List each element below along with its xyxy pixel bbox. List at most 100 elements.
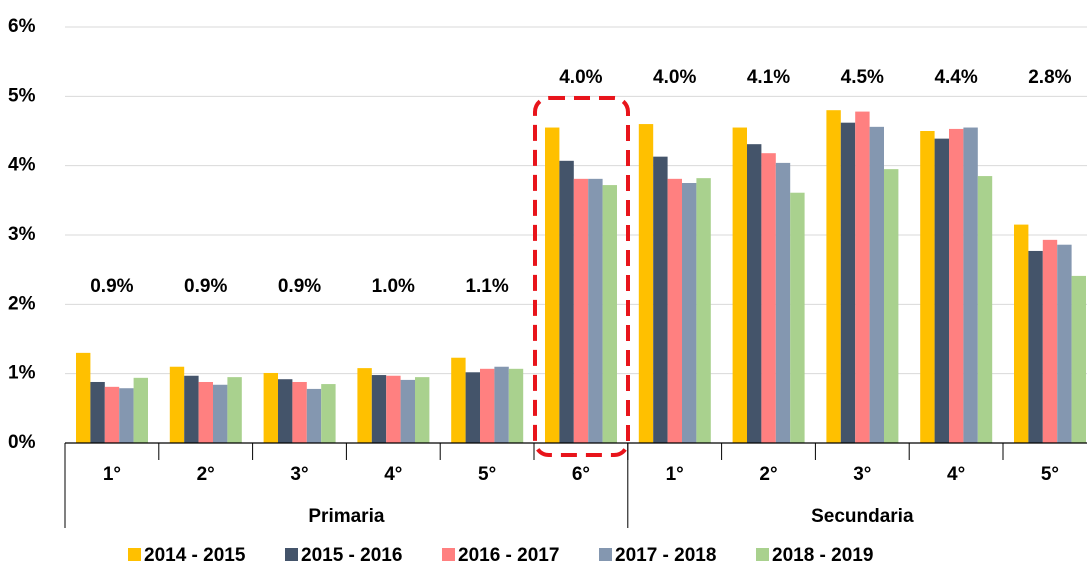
bar (198, 381, 213, 443)
bar (263, 372, 278, 443)
y-tick-label: 1% (8, 363, 36, 384)
bar (667, 178, 682, 443)
bar (1014, 224, 1029, 443)
data-annotation: 1.1% (465, 276, 508, 297)
data-annotation: 4.5% (841, 67, 884, 88)
bar (213, 384, 228, 443)
bar (1028, 250, 1043, 443)
data-annotation: 0.9% (184, 276, 227, 297)
data-annotation: 4.1% (747, 67, 790, 88)
bar (559, 160, 574, 443)
bar (588, 178, 603, 443)
bar (480, 368, 495, 443)
bar (682, 183, 697, 443)
data-annotation: 4.0% (653, 67, 696, 88)
bar (169, 366, 185, 443)
data-annotation: 1.0% (372, 276, 415, 297)
bar (1042, 239, 1058, 443)
bar (826, 110, 841, 443)
legend-label: 2018 - 2019 (772, 545, 873, 566)
x-tick-label: 4° (947, 464, 965, 485)
labels: 0% 1% 2% 3% 4% 5% 6% 1° 0.9% 2° 0.9% 3° 0.9% 4° 1.0% 5°… (8, 16, 1087, 566)
y-tick-label: 5% (8, 85, 36, 106)
bar (465, 372, 480, 443)
legend-label: 2017 - 2018 (615, 545, 716, 566)
bar (508, 368, 524, 443)
bar (545, 127, 560, 444)
x-tick-label: 1° (103, 464, 121, 485)
bar (747, 144, 762, 443)
legend-swatch (599, 548, 612, 561)
x-tick-label: 2° (759, 464, 777, 485)
bar (104, 386, 120, 443)
legend-swatch (442, 548, 455, 561)
bar (90, 381, 105, 443)
bar (415, 377, 430, 443)
group-label: Secundaria (811, 506, 914, 527)
y-tick-label: 0% (8, 432, 36, 453)
bar (869, 126, 884, 443)
x-tick-label: 2° (197, 464, 215, 485)
data-annotation: 0.9% (90, 276, 133, 297)
bar (884, 169, 899, 443)
bar (696, 178, 711, 443)
group-label: Primaria (308, 506, 384, 527)
x-tick-label: 5° (478, 464, 496, 485)
legend-label: 2015 - 2016 (301, 545, 402, 566)
bar (400, 379, 415, 443)
bar (573, 178, 589, 443)
bar (963, 127, 978, 444)
bar (1057, 244, 1072, 443)
bar (278, 379, 293, 443)
bar (292, 381, 307, 443)
y-tick-label: 4% (8, 155, 36, 176)
bar (306, 388, 322, 443)
data-annotation: 4.0% (559, 67, 602, 88)
data-annotation: 0.9% (278, 276, 321, 297)
bar (386, 375, 401, 443)
y-tick-label: 2% (8, 293, 36, 314)
bar (855, 111, 870, 443)
data-annotation: 4.4% (934, 67, 977, 88)
bar (371, 375, 387, 443)
bar (949, 128, 964, 444)
bar (184, 375, 199, 443)
x-tick-label: 6° (572, 464, 590, 485)
bar (494, 366, 509, 443)
legend-swatch (128, 548, 141, 561)
bar (76, 352, 91, 443)
bar (790, 192, 805, 443)
bar (602, 185, 617, 443)
x-tick-label: 3° (853, 464, 871, 485)
x-tick-label: 3° (290, 464, 308, 485)
bar (840, 122, 856, 444)
legend-swatch (285, 548, 298, 561)
bar (119, 388, 134, 443)
bar (227, 377, 242, 443)
bar (653, 156, 668, 444)
legend-label: 2016 - 2017 (458, 545, 559, 566)
legend-swatch (756, 548, 769, 561)
y-tick-label: 3% (8, 224, 36, 245)
bar (1071, 275, 1086, 443)
bar (451, 357, 466, 443)
bar (761, 153, 776, 444)
bars (76, 110, 1086, 444)
x-tick-label: 1° (666, 464, 684, 485)
bar (133, 377, 148, 443)
bar (775, 162, 791, 444)
x-tick-label: 4° (384, 464, 402, 485)
bar (934, 138, 949, 444)
data-annotation: 2.8% (1028, 67, 1071, 88)
bar (357, 368, 372, 443)
x-tick-label: 5° (1041, 464, 1059, 485)
y-tick-label: 6% (8, 16, 36, 37)
bar (321, 384, 336, 443)
legend-label: 2014 - 2015 (144, 545, 246, 566)
bar (920, 131, 935, 443)
bar (977, 176, 993, 444)
bar (638, 124, 654, 444)
highlight-box (533, 96, 630, 457)
bar (732, 127, 747, 444)
